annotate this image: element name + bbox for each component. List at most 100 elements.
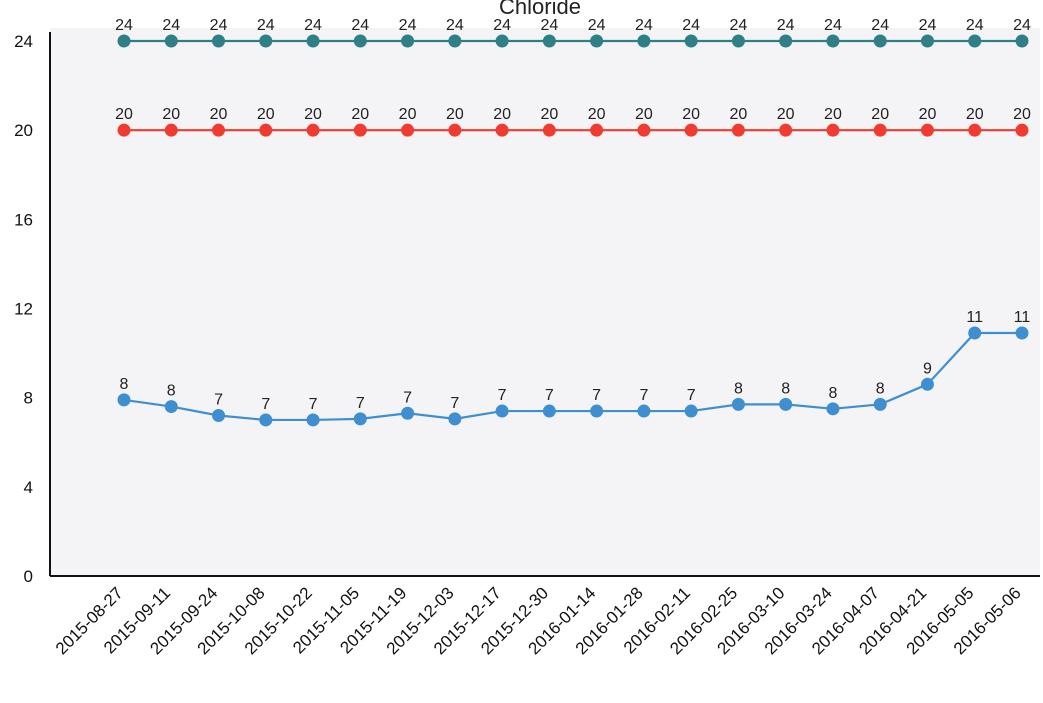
y-tick-label: 16 bbox=[14, 210, 33, 229]
data-point bbox=[117, 123, 131, 137]
data-point bbox=[731, 397, 745, 411]
data-point bbox=[590, 34, 604, 48]
data-label: 20 bbox=[304, 106, 322, 123]
data-label: 24 bbox=[493, 17, 511, 34]
data-label: 9 bbox=[923, 360, 932, 377]
data-label: 20 bbox=[919, 106, 937, 123]
data-label: 20 bbox=[115, 106, 133, 123]
data-point bbox=[684, 34, 698, 48]
data-point bbox=[542, 123, 556, 137]
data-point bbox=[353, 123, 367, 137]
data-point bbox=[495, 34, 509, 48]
data-label: 24 bbox=[257, 17, 275, 34]
data-point bbox=[164, 34, 178, 48]
data-label: 7 bbox=[450, 395, 459, 412]
data-point bbox=[495, 123, 509, 137]
data-point bbox=[164, 400, 178, 414]
data-label: 20 bbox=[871, 106, 889, 123]
data-label: 7 bbox=[309, 396, 318, 413]
data-point bbox=[968, 326, 982, 340]
data-point bbox=[353, 34, 367, 48]
data-label: 24 bbox=[210, 17, 228, 34]
data-point bbox=[448, 412, 462, 426]
data-point bbox=[448, 123, 462, 137]
data-point bbox=[779, 397, 793, 411]
data-label: 20 bbox=[1013, 106, 1031, 123]
data-label: 24 bbox=[446, 17, 464, 34]
data-label: 24 bbox=[115, 17, 133, 34]
data-point bbox=[968, 34, 982, 48]
data-point bbox=[826, 123, 840, 137]
data-point bbox=[164, 123, 178, 137]
data-point bbox=[401, 406, 415, 420]
y-tick-label: 8 bbox=[24, 389, 33, 408]
data-point bbox=[779, 123, 793, 137]
data-point bbox=[306, 413, 320, 427]
data-point bbox=[542, 404, 556, 418]
data-point bbox=[873, 34, 887, 48]
data-label: 8 bbox=[734, 380, 743, 397]
data-label: 20 bbox=[777, 106, 795, 123]
data-label: 7 bbox=[261, 396, 270, 413]
data-point bbox=[212, 123, 226, 137]
data-point bbox=[306, 34, 320, 48]
data-label: 20 bbox=[588, 106, 606, 123]
data-label: 7 bbox=[639, 387, 648, 404]
data-point bbox=[637, 123, 651, 137]
data-point bbox=[401, 123, 415, 137]
data-point bbox=[637, 34, 651, 48]
data-label: 20 bbox=[351, 106, 369, 123]
data-label: 7 bbox=[356, 395, 365, 412]
data-label: 8 bbox=[828, 385, 837, 402]
data-point bbox=[117, 34, 131, 48]
data-point bbox=[590, 123, 604, 137]
data-label: 7 bbox=[592, 387, 601, 404]
data-label: 20 bbox=[540, 106, 558, 123]
data-point bbox=[306, 123, 320, 137]
data-point bbox=[117, 393, 131, 407]
y-tick-label: 4 bbox=[24, 478, 33, 497]
data-label: 7 bbox=[545, 387, 554, 404]
series-line bbox=[123, 331, 1022, 422]
data-point bbox=[212, 34, 226, 48]
data-point bbox=[920, 377, 934, 391]
data-label: 24 bbox=[588, 17, 606, 34]
data-label: 24 bbox=[824, 17, 842, 34]
data-point bbox=[1015, 34, 1029, 48]
data-label: 24 bbox=[682, 17, 700, 34]
data-label: 8 bbox=[120, 376, 129, 393]
data-label: 24 bbox=[351, 17, 369, 34]
data-point bbox=[779, 34, 793, 48]
data-label: 20 bbox=[966, 106, 984, 123]
y-tick-label: 12 bbox=[14, 300, 33, 319]
y-axis-ticks: 0 4 8 12 16 20 24 bbox=[14, 32, 33, 586]
data-point bbox=[920, 123, 934, 137]
data-label: 20 bbox=[446, 106, 464, 123]
data-label: 8 bbox=[876, 380, 885, 397]
data-label: 24 bbox=[777, 17, 795, 34]
data-point bbox=[542, 34, 556, 48]
data-point bbox=[259, 123, 273, 137]
data-point bbox=[1015, 326, 1029, 340]
data-point bbox=[731, 34, 745, 48]
data-point bbox=[353, 412, 367, 426]
data-point bbox=[259, 413, 273, 427]
data-point bbox=[826, 34, 840, 48]
data-point bbox=[590, 404, 604, 418]
data-label: 20 bbox=[493, 106, 511, 123]
data-point bbox=[684, 404, 698, 418]
data-label: 8 bbox=[167, 383, 176, 400]
data-label: 24 bbox=[540, 17, 558, 34]
data-label: 20 bbox=[257, 106, 275, 123]
data-label: 20 bbox=[210, 106, 228, 123]
data-point bbox=[495, 404, 509, 418]
series-layer bbox=[117, 34, 1029, 427]
data-label: 24 bbox=[919, 17, 937, 34]
chart-title: Chloride bbox=[499, 0, 581, 19]
data-label: 20 bbox=[730, 106, 748, 123]
y-tick-label: 0 bbox=[24, 567, 33, 586]
data-label: 24 bbox=[635, 17, 653, 34]
data-point bbox=[920, 34, 934, 48]
data-label: 20 bbox=[399, 106, 417, 123]
